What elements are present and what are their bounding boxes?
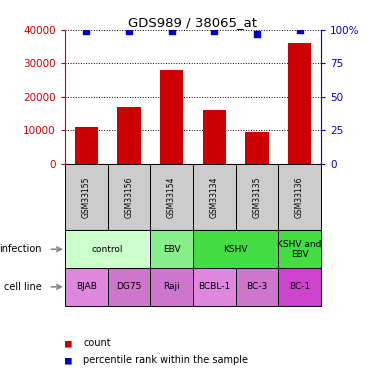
Bar — [278, 231, 321, 268]
Bar — [193, 164, 236, 231]
Text: GSM33154: GSM33154 — [167, 176, 176, 218]
Bar — [75, 127, 98, 164]
Bar — [278, 164, 321, 231]
Text: cell line: cell line — [4, 282, 42, 292]
Text: control: control — [92, 245, 123, 254]
Text: GSM33135: GSM33135 — [252, 176, 262, 218]
Text: KSHV and
EBV: KSHV and EBV — [278, 240, 322, 259]
Bar — [245, 132, 269, 164]
Point — [254, 31, 260, 37]
Point — [83, 28, 89, 34]
Bar — [65, 164, 108, 231]
Bar — [150, 268, 193, 306]
Bar — [150, 231, 193, 268]
Bar — [108, 268, 150, 306]
Bar — [278, 268, 321, 306]
Bar — [193, 231, 278, 268]
Bar — [65, 268, 108, 306]
Text: Raji: Raji — [163, 282, 180, 291]
Text: ■: ■ — [65, 338, 72, 348]
Bar — [203, 110, 226, 164]
Text: BC-1: BC-1 — [289, 282, 310, 291]
Text: BCBL-1: BCBL-1 — [198, 282, 230, 291]
Text: EBV: EBV — [163, 245, 180, 254]
Bar — [160, 70, 183, 164]
Text: GSM33134: GSM33134 — [210, 176, 219, 218]
Title: GDS989 / 38065_at: GDS989 / 38065_at — [128, 16, 257, 29]
Bar — [108, 164, 150, 231]
Bar — [236, 268, 278, 306]
Text: count: count — [83, 338, 111, 348]
Text: DG75: DG75 — [116, 282, 142, 291]
Text: GSM33156: GSM33156 — [124, 176, 134, 218]
Bar — [65, 231, 150, 268]
Point — [297, 27, 303, 33]
Bar — [193, 268, 236, 306]
Point — [168, 28, 174, 34]
Bar — [236, 164, 278, 231]
Text: KSHV: KSHV — [223, 245, 248, 254]
Text: GSM33136: GSM33136 — [295, 176, 304, 218]
Point — [211, 28, 217, 34]
Text: infection: infection — [0, 244, 42, 254]
Text: BC-3: BC-3 — [246, 282, 267, 291]
Text: percentile rank within the sample: percentile rank within the sample — [83, 355, 249, 365]
Bar — [117, 107, 141, 164]
Point — [126, 28, 132, 34]
Bar — [288, 44, 311, 164]
Bar — [150, 164, 193, 231]
Text: BJAB: BJAB — [76, 282, 97, 291]
Text: ■: ■ — [65, 355, 72, 365]
Text: GSM33155: GSM33155 — [82, 176, 91, 218]
